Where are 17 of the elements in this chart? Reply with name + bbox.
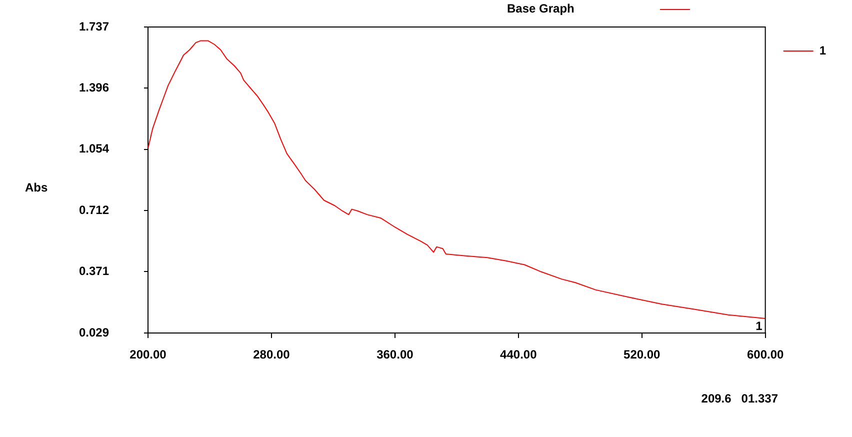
x-tick-label: 360.00 <box>376 348 414 362</box>
x-tick-label: 280.00 <box>253 348 290 362</box>
y-tick-label: 0.029 <box>78 325 110 340</box>
y-tick-label: 0.712 <box>78 202 110 217</box>
y-tick-label: 0.371 <box>78 264 110 278</box>
y-axis-title: Abs <box>25 180 48 194</box>
text: Base Graph <box>507 1 574 16</box>
x-tick-label: 200.00 <box>130 348 167 362</box>
text: 1 <box>756 318 762 333</box>
y-tick-label: 1.737 <box>78 19 110 34</box>
y-tick-label: 1.054 <box>78 142 110 156</box>
x-tick-label: 600.00 <box>746 348 784 362</box>
legend-label: 1 <box>819 43 826 58</box>
x-tick-label: 520.00 <box>624 348 661 362</box>
x-tick-label: 440.00 <box>500 348 538 362</box>
text: 209.6 01.337 <box>701 391 778 406</box>
y-tick-label: 1.396 <box>78 80 110 94</box>
